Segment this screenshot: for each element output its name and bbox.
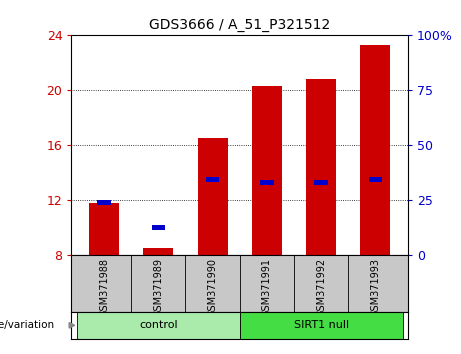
Bar: [306, 79, 336, 255]
Bar: [152, 225, 165, 230]
Bar: [361, 45, 390, 255]
Bar: [143, 248, 173, 255]
Text: GSM371991: GSM371991: [262, 258, 272, 317]
Bar: [260, 180, 273, 184]
Text: SIRT1 null: SIRT1 null: [294, 320, 349, 330]
Bar: [77, 312, 240, 339]
Bar: [252, 86, 282, 255]
Text: GSM371989: GSM371989: [154, 258, 163, 317]
Bar: [89, 203, 119, 255]
Text: GSM371990: GSM371990: [207, 258, 218, 317]
Text: GSM371993: GSM371993: [371, 258, 380, 317]
Bar: [97, 200, 111, 205]
Title: GDS3666 / A_51_P321512: GDS3666 / A_51_P321512: [149, 18, 331, 32]
Bar: [240, 312, 402, 339]
Text: GSM371992: GSM371992: [316, 258, 326, 317]
Text: genotype/variation: genotype/variation: [0, 320, 58, 330]
Bar: [198, 138, 228, 255]
Text: GSM371988: GSM371988: [99, 258, 109, 317]
Bar: [314, 180, 328, 184]
Text: control: control: [139, 320, 177, 330]
Bar: [369, 177, 382, 182]
Bar: [206, 177, 219, 182]
